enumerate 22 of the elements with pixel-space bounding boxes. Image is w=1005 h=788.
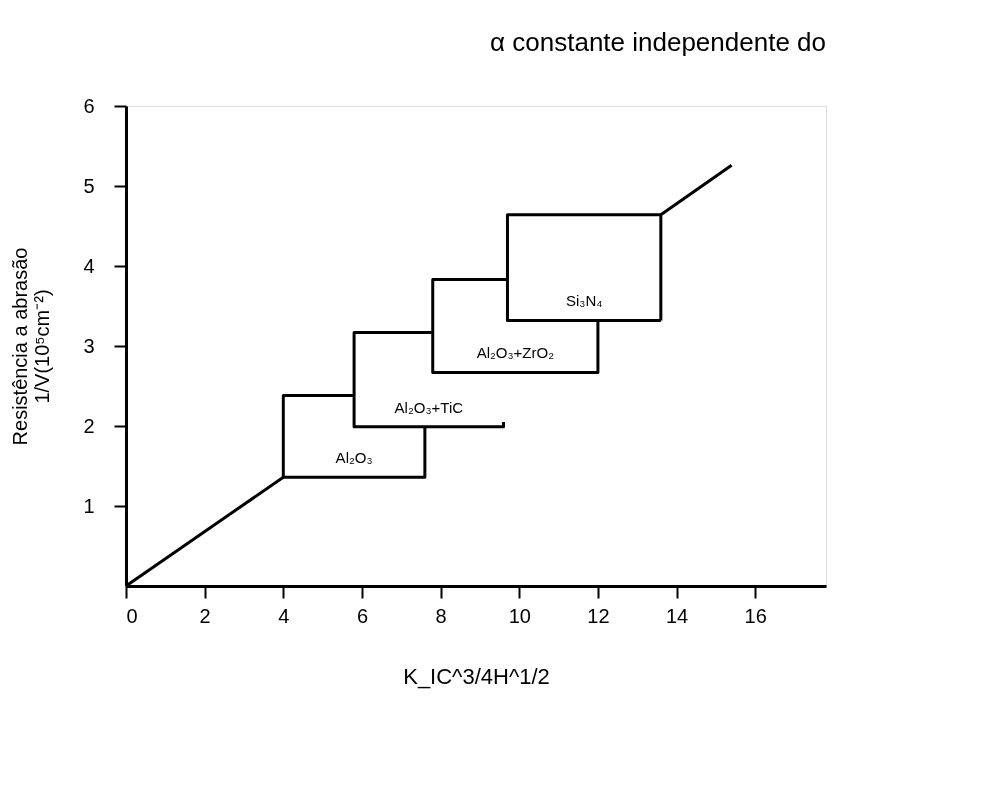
x-tick-label: 6 (356, 604, 369, 627)
x-tick-label: 10 (508, 604, 531, 627)
y-axis-title: Resistência a abrasão 1/V(10⁵cm⁻²) (9, 247, 54, 446)
x-axis-title: K_IC^3/4H^1/2 (403, 663, 550, 689)
chart-title: α constante independente do (490, 27, 826, 57)
y-tick-label: 6 (83, 94, 95, 117)
x-tick-label: 14 (665, 604, 689, 627)
series-label: Al₂O₃+TiC (394, 398, 464, 416)
series-label: Al₂O₃+ZrO₂ (476, 344, 555, 362)
x-tick-label: 4 (278, 604, 290, 627)
y-tick-label: 3 (83, 334, 95, 357)
x-tick-label: 0 (126, 604, 138, 627)
y-tick-label: 2 (83, 414, 95, 437)
y-tick-label: 1 (83, 494, 95, 517)
y-tick-label: 5 (83, 174, 95, 197)
x-tick-label: 8 (435, 604, 447, 627)
series-label: Al₂O₃ (335, 449, 373, 466)
x-tick-label: 12 (587, 604, 610, 627)
x-tick-label: 16 (744, 604, 767, 627)
y-tick-label: 4 (83, 254, 95, 277)
series-label: Si₃N₄ (565, 292, 603, 310)
x-tick-label: 2 (199, 604, 211, 627)
